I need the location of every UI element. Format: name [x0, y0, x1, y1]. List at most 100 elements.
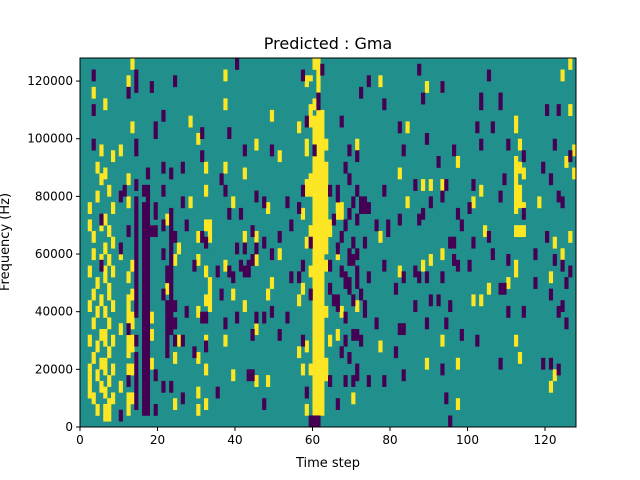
heatmap-cell-low — [145, 386, 151, 393]
heatmap-cell-low — [134, 242, 139, 249]
heatmap-cell-low — [169, 225, 174, 232]
heatmap-cell-low — [145, 311, 151, 318]
heatmap-cell-low — [556, 190, 561, 197]
heatmap-cell-low — [362, 236, 368, 243]
heatmap-cell-low — [339, 115, 344, 122]
heatmap-cell-low — [250, 225, 255, 232]
heatmap-cell-high — [173, 259, 178, 266]
heatmap-cell-high — [514, 334, 519, 341]
heatmap-cell-high — [316, 63, 321, 70]
y-tick-label: 20000 — [35, 362, 73, 376]
heatmap-cell-low — [351, 259, 356, 266]
heatmap-cell-high — [149, 328, 154, 336]
heatmap-cell-low — [347, 259, 352, 266]
heatmap-cell-low — [339, 121, 344, 128]
heatmap-cell-low — [145, 375, 151, 382]
heatmap-cell-low — [335, 403, 340, 411]
heatmap-cell-low — [289, 225, 294, 232]
heatmap-cell-low — [521, 150, 526, 157]
heatmap-cell-low — [440, 271, 445, 278]
heatmap-cell-low — [145, 196, 151, 203]
heatmap-cell-low — [335, 242, 340, 249]
heatmap-cell-high — [223, 75, 228, 82]
heatmap-cell-low — [289, 219, 294, 226]
heatmap-cell-low — [424, 138, 430, 145]
heatmap-cell-low — [471, 179, 476, 186]
heatmap-cell-low — [161, 161, 166, 168]
heatmap-cell-high — [130, 334, 135, 341]
heatmap-cell-high — [514, 127, 519, 134]
heatmap-cell-low — [99, 265, 104, 272]
heatmap-cell-low — [142, 248, 147, 255]
heatmap-cell-low — [541, 357, 546, 364]
heatmap-cell-high — [316, 115, 321, 122]
heatmap-cell-low — [533, 248, 538, 255]
heatmap-cell-high — [308, 369, 313, 376]
heatmap-cell-low — [145, 317, 151, 324]
heatmap-cell-high — [87, 375, 92, 382]
heatmap-cell-low — [289, 277, 294, 284]
heatmap-cell-high — [517, 167, 523, 174]
heatmap-cell-low — [134, 144, 139, 151]
heatmap-cell-low — [145, 288, 151, 295]
heatmap-cell-low — [548, 363, 554, 370]
heatmap-cell-low — [126, 86, 131, 93]
heatmap-cell-low — [200, 317, 205, 324]
heatmap-cell-low — [436, 156, 441, 163]
heatmap-cell-high — [130, 259, 135, 266]
heatmap-cell-low — [362, 207, 368, 214]
heatmap-cell-high — [130, 265, 135, 272]
heatmap-cell-low — [145, 409, 151, 416]
heatmap-cell-low — [486, 230, 492, 238]
heatmap-cell-low — [455, 259, 461, 266]
heatmap-cell-low — [355, 282, 360, 289]
heatmap-cell-high — [320, 109, 325, 116]
heatmap-cell-high — [130, 127, 135, 134]
heatmap-cell-high — [304, 75, 309, 82]
heatmap-cell-low — [161, 219, 166, 226]
heatmap-cell-high — [316, 75, 321, 82]
heatmap-cell-high — [308, 271, 313, 278]
heatmap-cell-high — [335, 202, 340, 209]
heatmap-cell-low — [223, 184, 228, 191]
heatmap-cell-low — [173, 317, 178, 324]
heatmap-cell-low — [134, 259, 139, 266]
heatmap-cell-low — [359, 340, 364, 347]
heatmap-cell-high — [312, 219, 317, 226]
heatmap-cell-low — [552, 254, 557, 261]
heatmap-cell-low — [355, 363, 360, 370]
heatmap-cell-high — [111, 300, 116, 307]
heatmap-cell-high — [339, 311, 344, 318]
heatmap-cell-low — [498, 282, 503, 289]
heatmap-cell-low — [254, 242, 259, 249]
heatmap-cell-high — [118, 254, 123, 261]
heatmap-cell-low — [254, 317, 259, 324]
heatmap-cell-high — [506, 282, 511, 289]
heatmap-cell-low — [145, 202, 151, 209]
heatmap-cell-high — [242, 236, 247, 243]
heatmap-cell-high — [479, 300, 484, 307]
heatmap-cell-high — [316, 375, 321, 382]
heatmap-cell-high — [204, 184, 209, 191]
heatmap-cell-low — [246, 369, 251, 376]
heatmap-cell-low — [169, 242, 174, 249]
heatmap-cell-low — [142, 259, 147, 266]
heatmap-cell-high — [339, 305, 344, 312]
heatmap-cell-high — [103, 271, 108, 278]
heatmap-cell-high — [312, 403, 317, 411]
heatmap-cell-low — [142, 346, 147, 353]
heatmap-cell-low — [242, 242, 247, 249]
heatmap-cell-low — [161, 380, 166, 387]
heatmap-cell-low — [142, 288, 147, 295]
heatmap-cell-low — [169, 328, 174, 336]
heatmap-cell-low — [173, 81, 178, 88]
heatmap-cell-high — [471, 300, 476, 307]
heatmap-cell-high — [548, 271, 554, 278]
heatmap-cell-low — [126, 380, 131, 387]
heatmap-cell-high — [196, 392, 201, 399]
heatmap-cell-high — [316, 334, 321, 341]
heatmap-cell-low — [169, 271, 174, 278]
heatmap-cell-high — [176, 248, 182, 255]
heatmap-cell-low — [145, 392, 151, 399]
heatmap-cell-high — [103, 409, 108, 416]
